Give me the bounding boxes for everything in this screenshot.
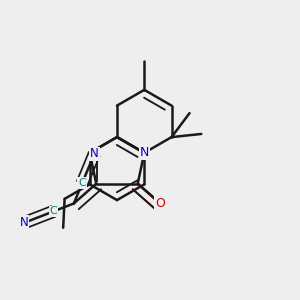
Text: N: N (20, 216, 28, 230)
Text: N: N (140, 146, 149, 159)
Text: N: N (90, 147, 99, 161)
Text: O: O (155, 197, 165, 210)
Text: C: C (50, 206, 57, 217)
Text: C: C (78, 178, 86, 188)
